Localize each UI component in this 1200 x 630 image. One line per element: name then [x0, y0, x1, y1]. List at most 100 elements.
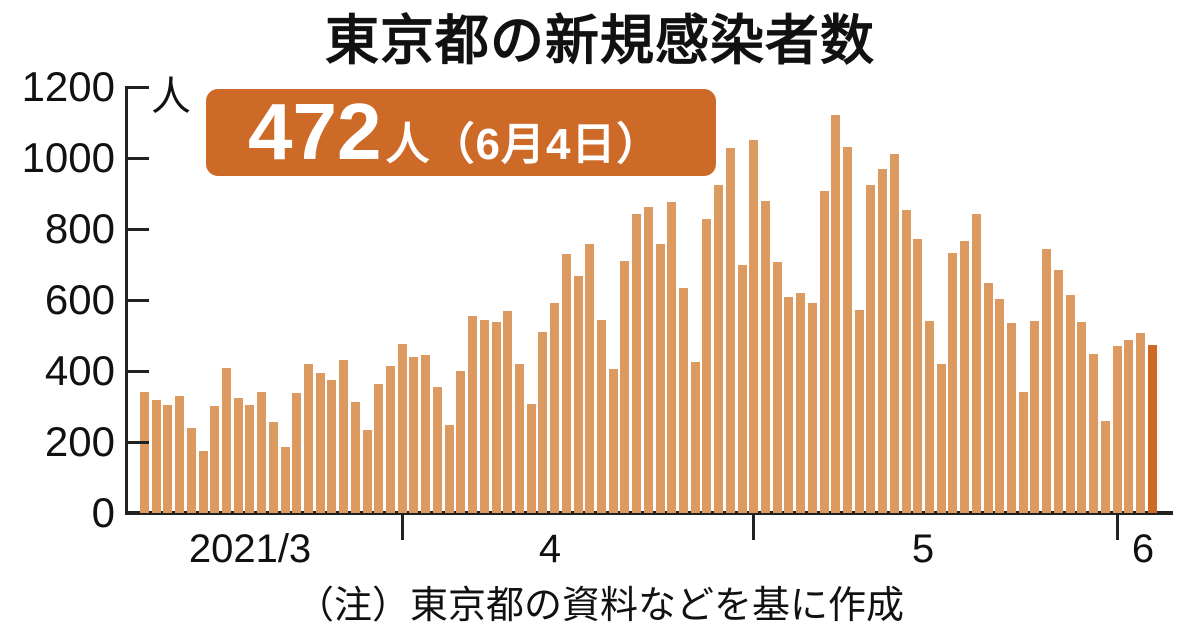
bar	[363, 430, 372, 513]
bar	[503, 311, 512, 513]
x-tick-label: 6	[1131, 527, 1155, 571]
x-tick-label: 5	[911, 527, 935, 571]
bar	[878, 169, 887, 513]
bar	[1089, 354, 1098, 513]
bar	[925, 321, 934, 513]
bar	[386, 366, 395, 513]
x-tick	[752, 513, 755, 540]
bar	[632, 214, 641, 513]
bar	[726, 148, 735, 513]
bar	[1042, 249, 1051, 513]
bar	[304, 364, 313, 513]
source-note: （注）東京都の資料などを基に作成	[295, 585, 904, 627]
chart-title: 東京都の新規感染者数	[325, 11, 875, 71]
bar	[163, 405, 172, 513]
bar	[609, 369, 618, 513]
bar	[902, 210, 911, 513]
bar	[281, 447, 290, 513]
bar	[445, 425, 454, 513]
bar	[738, 265, 747, 513]
bar	[761, 201, 770, 513]
x-axis-line	[125, 511, 1173, 515]
bar	[585, 244, 594, 513]
y-tick	[125, 86, 149, 89]
bar	[679, 288, 688, 513]
bar	[351, 402, 360, 513]
y-axis-unit-label: 人	[151, 75, 191, 119]
bar	[784, 297, 793, 513]
bar	[562, 254, 571, 513]
bar	[480, 320, 489, 513]
y-tick	[125, 157, 149, 160]
bar	[948, 253, 957, 513]
bar	[527, 404, 536, 513]
bar	[984, 283, 993, 513]
bar	[187, 428, 196, 513]
bar	[538, 332, 547, 513]
bar	[960, 241, 969, 513]
bar	[656, 244, 665, 513]
bar	[339, 360, 348, 513]
bar	[292, 393, 301, 513]
bar	[890, 154, 899, 513]
bar	[421, 355, 430, 513]
bar	[316, 373, 325, 513]
bar	[937, 364, 946, 513]
latest-value-callout: 472 人（6月4日）	[202, 85, 720, 180]
bar	[140, 392, 149, 513]
bar	[269, 422, 278, 513]
bar	[1054, 270, 1063, 513]
bar	[1101, 421, 1110, 513]
bar	[175, 396, 184, 513]
x-tick	[401, 513, 404, 540]
bar	[433, 387, 442, 513]
bar	[1007, 323, 1016, 513]
y-tick-label: 600	[44, 276, 115, 323]
bar	[1113, 346, 1122, 513]
x-tick	[1116, 513, 1119, 540]
y-tick-label: 1200	[21, 63, 115, 110]
bar	[210, 406, 219, 513]
bar	[644, 207, 653, 513]
x-tick-label: 4	[538, 527, 562, 571]
bar-highlight	[1148, 345, 1157, 513]
bar	[1124, 340, 1133, 513]
y-tick	[125, 441, 149, 444]
bar	[1136, 333, 1145, 513]
y-tick	[125, 228, 149, 231]
bar	[1019, 392, 1028, 513]
y-tick	[125, 299, 149, 302]
bar	[796, 293, 805, 513]
bar	[1030, 321, 1039, 513]
bar	[550, 303, 559, 513]
bar	[831, 115, 840, 513]
bar	[515, 364, 524, 513]
y-tick-label: 400	[44, 347, 115, 394]
bar	[843, 147, 852, 513]
bar	[492, 322, 501, 513]
bar	[620, 261, 629, 513]
y-tick-label: 800	[44, 205, 115, 252]
bar	[257, 392, 266, 513]
bar	[245, 405, 254, 513]
bar	[714, 185, 723, 513]
bar	[773, 262, 782, 513]
bar	[327, 380, 336, 513]
bar	[398, 344, 407, 513]
bar	[749, 140, 758, 513]
bar	[808, 303, 817, 513]
y-tick-label: 200	[44, 418, 115, 465]
bar	[702, 219, 711, 513]
bar	[234, 398, 243, 513]
y-tick-label: 0	[91, 489, 115, 536]
bar	[152, 400, 161, 513]
bar	[972, 214, 981, 513]
bar	[199, 451, 208, 513]
bar	[995, 299, 1004, 513]
bar	[913, 239, 922, 513]
bar	[456, 371, 465, 513]
bar	[866, 185, 875, 513]
bar	[597, 320, 606, 513]
bar	[374, 384, 383, 513]
